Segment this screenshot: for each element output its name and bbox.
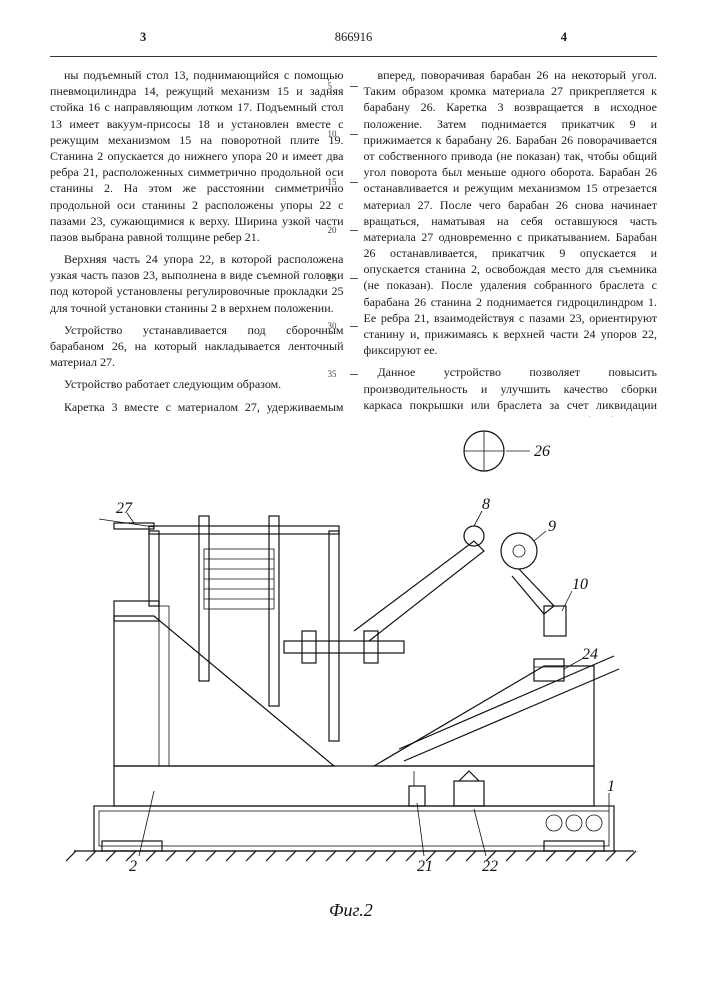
callout-10: 10 (572, 576, 588, 593)
page-header: 3 866916 4 (50, 30, 657, 57)
figure-svg: 26 (54, 431, 654, 951)
paragraph: ны подъемный стол 13, поднимающийся с по… (50, 67, 344, 245)
callout-24: 24 (582, 646, 598, 663)
doc-number: 866916 (335, 30, 373, 45)
right-column: вперед, поворачивая барабан 26 на некото… (364, 67, 658, 417)
callout-1: 1 (607, 778, 615, 795)
callout-26: 26 (534, 443, 550, 460)
text-columns: ны подъемный стол 13, поднимающийся с по… (50, 67, 657, 417)
figure-caption: Фиг.2 (329, 900, 373, 920)
page-number-left: 3 (140, 30, 146, 45)
paragraph: Устройство устанавливается под сборочным… (50, 322, 344, 371)
callout-22: 22 (482, 858, 498, 875)
paragraph: Устройство работает следующим образом. (50, 376, 344, 392)
paragraph: Данное устройство позволяет повысить про… (364, 364, 658, 417)
callout-2: 2 (129, 858, 137, 875)
callouts: 27 8 9 10 24 1 22 21 2 (116, 496, 615, 875)
paragraph: вперед, поворачивая барабан 26 на некото… (364, 67, 658, 358)
drum-indicator-circle (464, 431, 504, 471)
page: 3 866916 4 5 10 15 20 25 30 35 ны подъем… (0, 0, 707, 1000)
paragraph: Каретка 3 вместе с материалом 27, удержи… (50, 399, 344, 417)
page-number-right: 4 (561, 30, 567, 45)
machine-body (66, 516, 636, 861)
paragraph: Верхняя часть 24 упора 22, в которой рас… (50, 251, 344, 316)
callout-8: 8 (482, 496, 490, 513)
figure-2: 26 (50, 431, 657, 971)
callout-21: 21 (417, 858, 433, 875)
left-column: ны подъемный стол 13, поднимающийся с по… (50, 67, 344, 417)
callout-9: 9 (548, 518, 556, 535)
callout-27: 27 (116, 500, 133, 517)
floor-hatch (66, 851, 636, 861)
